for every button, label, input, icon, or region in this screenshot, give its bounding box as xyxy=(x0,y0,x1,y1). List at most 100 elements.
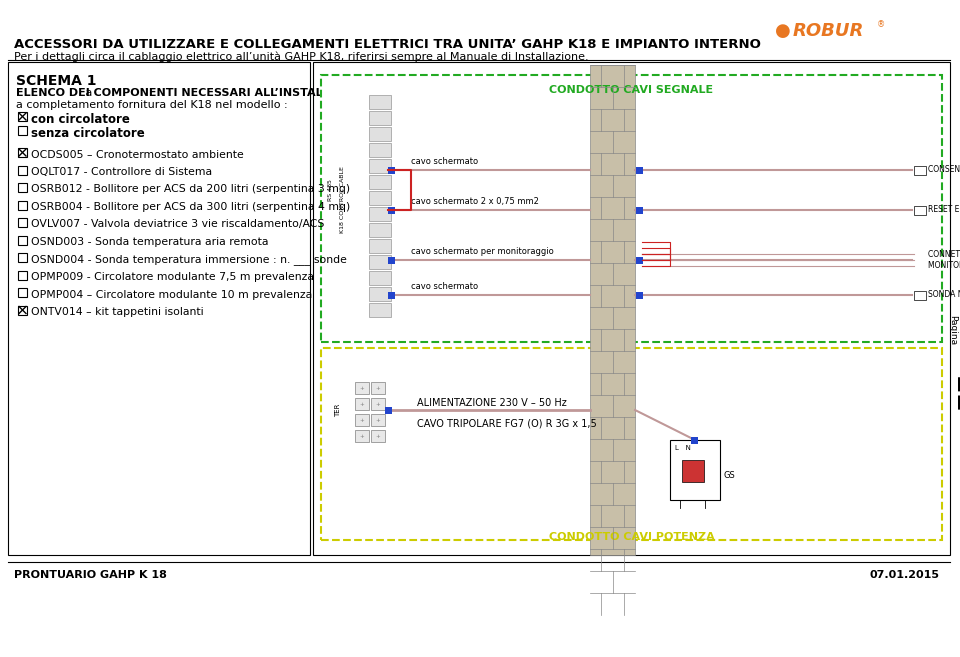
Bar xyxy=(388,257,395,264)
Text: RS 485: RS 485 xyxy=(328,179,333,201)
Text: OPMP004 – Circolatore modulante 10 m prevalenza: OPMP004 – Circolatore modulante 10 m pre… xyxy=(31,290,312,300)
Bar xyxy=(388,207,395,214)
Bar xyxy=(18,235,27,244)
Bar xyxy=(636,292,643,299)
Bar xyxy=(914,166,926,175)
Text: +: + xyxy=(375,434,380,438)
Text: cavo schermato: cavo schermato xyxy=(411,282,478,291)
Text: OSND004 - Sonda temperatura immersione : n. ___ sonde: OSND004 - Sonda temperatura immersione :… xyxy=(31,254,347,265)
Text: cavo schermato: cavo schermato xyxy=(411,157,478,166)
Text: ELENCO DEI COMPONENTI NECESSARI ALL’INSTALLAZIONE: ELENCO DEI COMPONENTI NECESSARI ALL’INST… xyxy=(16,88,376,98)
Text: cavo schermato 2 x 0,75 mm2: cavo schermato 2 x 0,75 mm2 xyxy=(411,197,539,206)
Bar xyxy=(914,291,926,300)
Bar xyxy=(18,166,27,175)
Bar xyxy=(369,191,391,205)
Text: +: + xyxy=(375,417,380,422)
Text: ®: ® xyxy=(877,20,885,29)
Bar xyxy=(321,348,942,540)
Text: OPMP009 - Circolatore modulante 7,5 m prevalenza: OPMP009 - Circolatore modulante 7,5 m pr… xyxy=(31,272,314,282)
Text: CONDOTTO CAVI POTENZA: CONDOTTO CAVI POTENZA xyxy=(548,532,714,542)
Bar xyxy=(369,175,391,189)
Bar xyxy=(355,382,369,394)
Text: ●: ● xyxy=(775,22,791,40)
Text: RESET ERRORI: RESET ERRORI xyxy=(928,206,960,214)
Text: 11: 11 xyxy=(948,376,960,415)
Text: CONDOTTO CAVI SEGNALE: CONDOTTO CAVI SEGNALE xyxy=(549,85,713,95)
Text: GS: GS xyxy=(724,470,735,480)
Bar xyxy=(369,271,391,285)
Bar xyxy=(18,218,27,227)
Bar xyxy=(8,62,310,555)
Text: cavo schermato per monitoraggio: cavo schermato per monitoraggio xyxy=(411,247,554,256)
Bar xyxy=(371,430,385,442)
Text: OCDS005 – Cronotermostato ambiente: OCDS005 – Cronotermostato ambiente xyxy=(31,150,244,160)
Bar xyxy=(18,306,27,315)
Bar xyxy=(636,167,643,174)
Bar xyxy=(18,126,27,135)
Text: CONSENSO RISCALDAMENTO: CONSENSO RISCALDAMENTO xyxy=(928,166,960,175)
Text: +: + xyxy=(360,386,365,390)
Bar xyxy=(355,414,369,426)
Bar xyxy=(371,398,385,410)
Text: ROBUR: ROBUR xyxy=(793,22,864,40)
Text: con circolatore: con circolatore xyxy=(31,113,130,126)
Bar xyxy=(369,223,391,237)
Text: a: a xyxy=(82,88,92,98)
Bar xyxy=(369,95,391,109)
Bar xyxy=(18,148,27,157)
Bar xyxy=(914,206,926,215)
Bar xyxy=(371,414,385,426)
Bar xyxy=(670,440,720,500)
Bar xyxy=(590,65,635,555)
Text: ACCESSORI DA UTILIZZARE E COLLEGAMENTI ELETTRICI TRA UNITA’ GAHP K18 E IMPIANTO : ACCESSORI DA UTILIZZARE E COLLEGAMENTI E… xyxy=(14,38,761,51)
Text: L   N: L N xyxy=(675,445,691,451)
Bar xyxy=(369,159,391,173)
Bar xyxy=(691,437,698,444)
Bar xyxy=(385,407,392,414)
Bar xyxy=(18,200,27,210)
Bar xyxy=(371,382,385,394)
Bar xyxy=(682,460,704,482)
Text: ALIMENTAZIONE 230 V – 50 Hz: ALIMENTAZIONE 230 V – 50 Hz xyxy=(417,398,566,408)
Text: ONTV014 – kit tappetini isolanti: ONTV014 – kit tappetini isolanti xyxy=(31,307,204,317)
Bar xyxy=(321,75,942,342)
Text: OVLV007 - Valvola deviatrice 3 vie riscaldamento/ACS: OVLV007 - Valvola deviatrice 3 vie risca… xyxy=(31,219,324,229)
Text: OSND003 - Sonda temperatura aria remota: OSND003 - Sonda temperatura aria remota xyxy=(31,237,269,247)
Text: K18 CONTROL CABLE: K18 CONTROL CABLE xyxy=(341,167,346,233)
Bar xyxy=(369,143,391,157)
Bar xyxy=(636,207,643,214)
Bar xyxy=(369,111,391,125)
Text: TER: TER xyxy=(335,403,341,417)
Bar xyxy=(18,271,27,279)
Bar xyxy=(18,288,27,297)
Text: +: + xyxy=(375,386,380,390)
Bar xyxy=(369,255,391,269)
Text: 07.01.2015: 07.01.2015 xyxy=(870,570,940,580)
Text: CONNETTORE CHIAVE USB PER
MONITORAGGIO REMOTO: CONNETTORE CHIAVE USB PER MONITORAGGIO R… xyxy=(928,250,960,270)
Bar xyxy=(18,112,27,121)
Text: a completamento fornitura del K18 nel modello :: a completamento fornitura del K18 nel mo… xyxy=(16,100,288,110)
Bar xyxy=(369,287,391,301)
Bar xyxy=(18,183,27,192)
Bar xyxy=(355,398,369,410)
Bar xyxy=(388,292,395,299)
Bar xyxy=(355,430,369,442)
Text: senza circolatore: senza circolatore xyxy=(31,127,145,140)
Text: +: + xyxy=(360,417,365,422)
Text: Pagina: Pagina xyxy=(948,315,957,345)
Text: OSRB004 - Bollitore per ACS da 300 litri (serpentina 4 mq): OSRB004 - Bollitore per ACS da 300 litri… xyxy=(31,202,350,212)
Text: CAVO TRIPOLARE FG7 (O) R 3G x 1,5: CAVO TRIPOLARE FG7 (O) R 3G x 1,5 xyxy=(417,418,597,428)
Bar xyxy=(369,303,391,317)
Text: +: + xyxy=(360,434,365,438)
Text: PRONTUARIO GAHP K 18: PRONTUARIO GAHP K 18 xyxy=(14,570,167,580)
Bar xyxy=(636,257,643,264)
Text: +: + xyxy=(360,401,365,407)
Text: +: + xyxy=(375,401,380,407)
Text: SONDA NTC10k  (GHP): SONDA NTC10k (GHP) xyxy=(928,290,960,300)
Bar xyxy=(369,127,391,141)
Bar xyxy=(313,62,950,555)
Text: OSRB012 - Bollitore per ACS da 200 litri (serpentina 3 mq): OSRB012 - Bollitore per ACS da 200 litri… xyxy=(31,185,350,194)
Bar xyxy=(388,167,395,174)
Bar xyxy=(369,207,391,221)
Text: OQLT017 - Controllore di Sistema: OQLT017 - Controllore di Sistema xyxy=(31,167,212,177)
